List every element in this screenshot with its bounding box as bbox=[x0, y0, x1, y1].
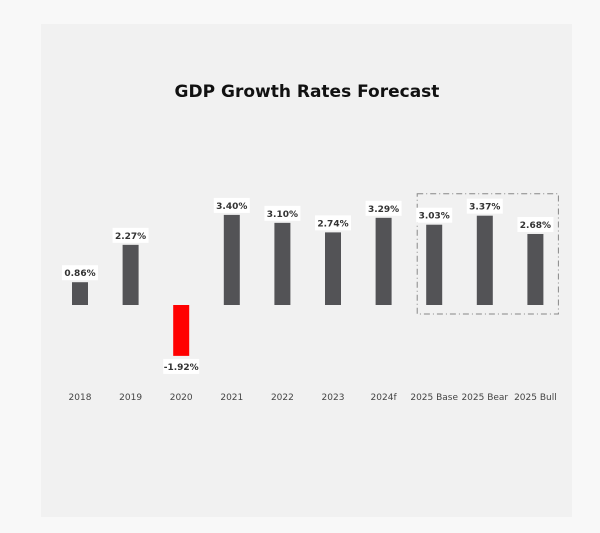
x-tick-label: 2025 Base bbox=[410, 393, 458, 403]
bar-2021 bbox=[223, 214, 240, 305]
x-tick-label: 2024f bbox=[371, 393, 398, 403]
data-label: 3.29% bbox=[368, 205, 399, 215]
data-label-bg bbox=[315, 215, 351, 231]
chart-panel: GDP Growth Rates Forecast 0.86% 2018 2.27%… bbox=[41, 24, 572, 517]
data-label-bg bbox=[213, 197, 250, 213]
bar-2025-base bbox=[426, 224, 443, 305]
bar-2024f bbox=[375, 217, 392, 305]
data-label: 2.27% bbox=[115, 232, 146, 242]
x-tick-label: 2020 bbox=[170, 393, 193, 403]
bar-2023 bbox=[325, 232, 341, 305]
x-tick-label: 2019 bbox=[119, 393, 142, 403]
data-label: 3.03% bbox=[419, 212, 450, 222]
gdp-bar-chart: GDP Growth Rates Forecast 0.86% 2018 2.27%… bbox=[62, 82, 559, 403]
bar-2020 bbox=[173, 305, 190, 356]
x-tick-label: 2025 Bear bbox=[461, 393, 508, 403]
scenario-group-box bbox=[416, 193, 559, 315]
data-label-bg bbox=[264, 205, 301, 221]
data-label: 0.86% bbox=[64, 269, 95, 279]
bar-2019 bbox=[122, 244, 139, 305]
x-tick-label: 2022 bbox=[271, 393, 294, 403]
data-label: 3.40% bbox=[216, 202, 247, 212]
bar-2025-bull bbox=[527, 233, 544, 305]
x-tick-label: 2023 bbox=[322, 393, 345, 403]
x-tick-label: 2021 bbox=[220, 393, 243, 403]
data-label-bg bbox=[365, 200, 402, 216]
data-label: 3.37% bbox=[469, 203, 500, 213]
data-label: 3.10% bbox=[267, 210, 298, 220]
bar-2022 bbox=[274, 222, 291, 305]
data-label-bg bbox=[163, 358, 200, 374]
chart-title: GDP Growth Rates Forecast bbox=[175, 82, 440, 102]
data-label: -1.92% bbox=[164, 363, 199, 373]
bar-2025-bear bbox=[476, 215, 493, 305]
data-label-bg bbox=[466, 198, 503, 214]
data-label: 2.74% bbox=[317, 219, 348, 229]
x-tick-label: 2025 Bull bbox=[514, 393, 557, 403]
data-label-bg bbox=[62, 265, 98, 281]
data-label-bg bbox=[416, 207, 453, 223]
x-tick-label: 2018 bbox=[69, 393, 92, 403]
data-label-bg bbox=[517, 216, 554, 232]
data-label: 2.68% bbox=[520, 221, 551, 231]
bar-2018 bbox=[72, 282, 88, 305]
data-label-bg bbox=[112, 227, 149, 243]
